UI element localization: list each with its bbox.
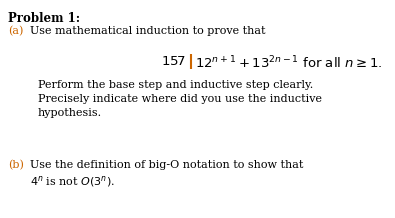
Text: Precisely indicate where did you use the inductive: Precisely indicate where did you use the… xyxy=(38,94,322,104)
Text: Use mathematical induction to prove that: Use mathematical induction to prove that xyxy=(30,26,265,36)
Text: Perform the base step and inductive step clearly.: Perform the base step and inductive step… xyxy=(38,80,313,90)
Text: Use the definition of big-O notation to show that: Use the definition of big-O notation to … xyxy=(30,160,303,170)
Text: $12^{n+1} + 13^{2n-1}\ \mathrm{for\ all}\ n \geq 1.$: $12^{n+1} + 13^{2n-1}\ \mathrm{for\ all}… xyxy=(195,55,383,72)
Text: Problem 1:: Problem 1: xyxy=(8,12,80,25)
Text: $157$: $157$ xyxy=(161,55,186,68)
Text: $4^n$ is not $O(3^n)$.: $4^n$ is not $O(3^n)$. xyxy=(30,174,115,189)
Text: hypothesis.: hypothesis. xyxy=(38,108,102,118)
Text: (b): (b) xyxy=(8,160,24,170)
Text: (a): (a) xyxy=(8,26,23,36)
